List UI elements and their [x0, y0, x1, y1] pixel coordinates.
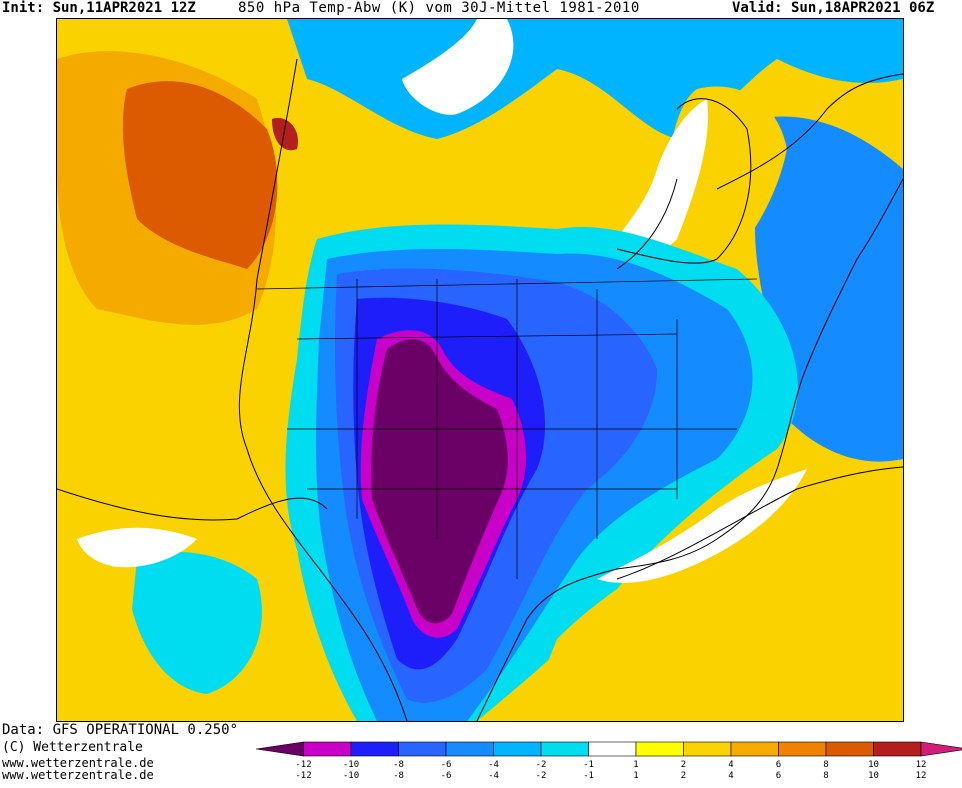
color-swatch [683, 741, 732, 757]
arctic-white-band [402, 19, 514, 115]
color-scale-tick-label: 2 [681, 771, 686, 781]
color-swatch [256, 741, 304, 757]
color-swatch [540, 741, 589, 757]
color-scale-tick-label: -4 [488, 760, 499, 770]
color-scale-tick-label: -4 [488, 771, 499, 781]
valid-time-label: Valid: Sun,18APR2021 06Z [732, 0, 935, 16]
color-swatch [825, 741, 874, 757]
pacific-hotspot [272, 118, 298, 151]
color-swatch [778, 741, 827, 757]
color-scale-legend: -12 -10 -8 -6 -4 -2 -1 1 2 4 6 8 10 12 -12 -10 -8 -6 -4 -2… [256, 741, 962, 781]
zero-contours [57, 178, 903, 580]
us-cold-core-purple [371, 339, 508, 624]
color-scale-tick-label: -10 [343, 771, 359, 781]
color-scale-tick-label: 12 [916, 771, 927, 781]
color-scale-tick-label: 4 [728, 771, 733, 781]
coastlines [238, 58, 903, 721]
map-title: 850 hPa Temp-Abw (K) vom 30J-Mittel 1981… [238, 0, 640, 16]
color-scale-swatches [256, 741, 962, 757]
pacific-cold-patch [132, 551, 262, 694]
data-source-label: Data: GFS OPERATIONAL 0.250° [2, 722, 239, 738]
color-scale-top-labels: -12 -10 -8 -6 -4 -2 -1 1 2 4 6 8 10 12 [295, 760, 926, 770]
color-swatch [350, 741, 399, 757]
website-link[interactable]: www.wetterzentrale.de [2, 756, 154, 770]
color-scale-tick-label: 2 [681, 760, 686, 770]
init-time-label: Init: Sun,11APR2021 12Z [2, 0, 196, 16]
state-borders [256, 278, 758, 579]
color-scale-tick-label: -8 [393, 760, 404, 770]
color-swatch [873, 741, 922, 757]
color-scale-tick-label: -8 [393, 771, 404, 781]
website-link-secondary[interactable]: www.wetterzentrale.de [2, 768, 154, 782]
color-scale-tick-label: -2 [536, 771, 547, 781]
color-swatch [635, 741, 684, 757]
color-swatch [920, 741, 962, 757]
color-scale-tick-label: 1 [633, 771, 638, 781]
color-scale-tick-label: -6 [441, 771, 452, 781]
color-scale-tick-label: -12 [295, 760, 311, 770]
color-scale-tick-label: 8 [823, 760, 828, 770]
color-swatch [445, 741, 494, 757]
anomaly-map-canvas [57, 19, 903, 721]
gulf-warm [527, 472, 903, 721]
color-scale-bottom-labels: -12 -10 -8 -6 -4 -2 -1 1 2 4 6 8 10 12 [295, 771, 926, 781]
color-scale-tick-label: 10 [868, 771, 879, 781]
color-scale-tick-label: -10 [343, 760, 359, 770]
color-swatch [730, 741, 779, 757]
color-scale-tick-label: 6 [776, 771, 781, 781]
color-scale-tick-label: -1 [583, 760, 594, 770]
color-scale-tick-label: 12 [916, 760, 927, 770]
pacific-white-patch [77, 527, 197, 568]
color-swatch [588, 741, 637, 757]
color-scale-tick-label: -2 [536, 760, 547, 770]
color-scale-tick-label: 4 [728, 760, 733, 770]
pacific-hot-core [122, 81, 278, 269]
color-scale-tick-label: -1 [583, 771, 594, 781]
copyright-label: (C) Wetterzentrale [2, 740, 143, 755]
color-scale-tick-label: -6 [441, 760, 452, 770]
color-swatch [303, 741, 352, 757]
color-swatch [493, 741, 542, 757]
color-swatch [398, 741, 447, 757]
anomaly-map[interactable] [56, 18, 904, 722]
color-scale-tick-label: 1 [633, 760, 638, 770]
color-scale-tick-label: 8 [823, 771, 828, 781]
hudson-white-rim [602, 99, 708, 263]
gulf-white-band [597, 469, 807, 583]
color-scale-tick-label: 10 [868, 760, 879, 770]
color-scale-tick-label: 6 [776, 760, 781, 770]
color-scale-tick-label: -12 [295, 771, 311, 781]
